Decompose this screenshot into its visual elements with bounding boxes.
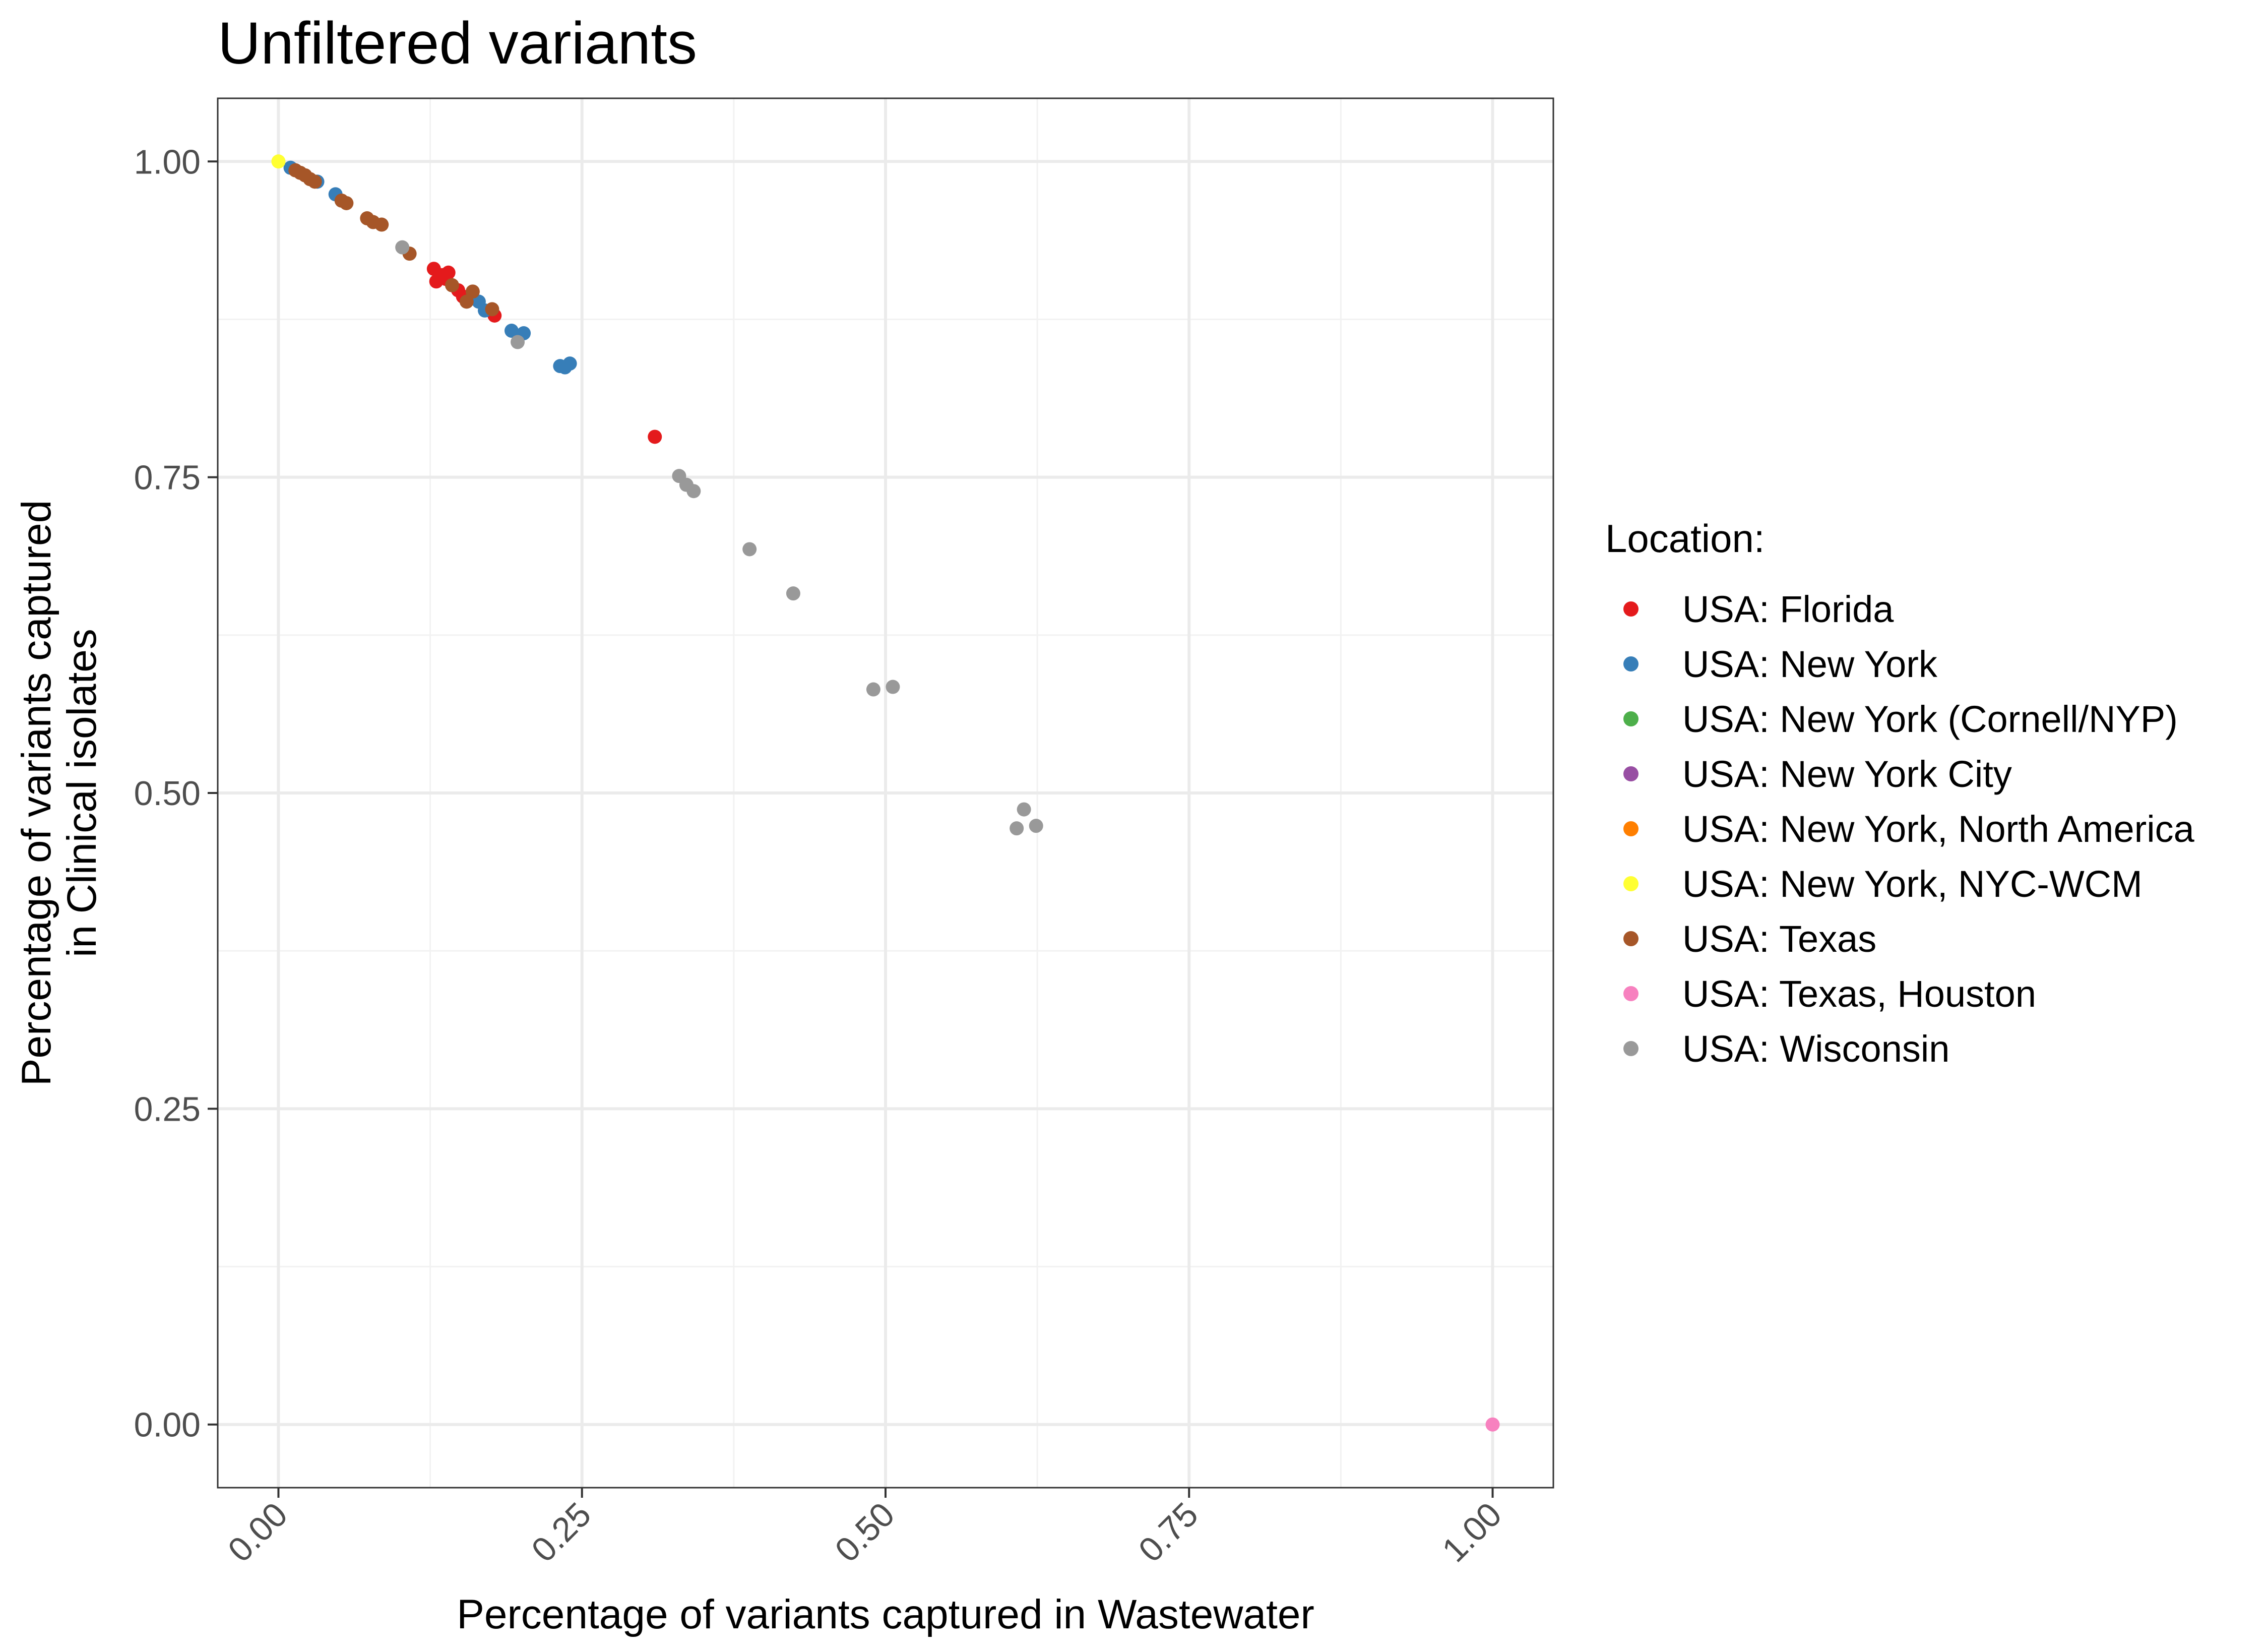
legend-item-usa-texas: USA: Texas xyxy=(1623,918,1876,960)
point-usa-new-york xyxy=(562,356,577,371)
legend-key-usa-florida xyxy=(1623,601,1639,617)
y-axis-ticks: 0.00 0.25 0.50 0.75 1.00 xyxy=(134,143,218,1444)
legend-key-usa-texas-houston xyxy=(1623,986,1639,1001)
legend-item-usa-texas-houston: USA: Texas, Houston xyxy=(1623,973,2036,1015)
point-usa-wisconsin xyxy=(395,240,410,255)
legend-label-usa-new-york-cornell-nyp: USA: New York (Cornell/NYP) xyxy=(1682,698,2178,740)
point-usa-texas xyxy=(445,278,459,292)
legend-title: Location: xyxy=(1605,516,1765,561)
legend-key-usa-new-york-cornell-nyp xyxy=(1623,711,1639,726)
legend-key-usa-wisconsin xyxy=(1623,1041,1639,1056)
legend-key-usa-texas xyxy=(1623,931,1639,946)
y-tick-label: 0.00 xyxy=(134,1406,201,1444)
x-axis-title: Percentage of variants captured in Waste… xyxy=(457,1592,1314,1637)
legend-items: USA: Florida USA: New York USA: New York (… xyxy=(1623,588,2195,1070)
legend-key-usa-new-york xyxy=(1623,656,1639,671)
x-tick-label: 0.25 xyxy=(524,1495,598,1569)
legend-key-usa-new-york-nyc-wcm xyxy=(1623,876,1639,891)
chart-title: Unfiltered variants xyxy=(218,10,697,77)
x-axis-ticks: 0.00 0.25 0.50 0.75 1.00 xyxy=(221,1488,1509,1569)
point-usa-florida xyxy=(648,430,662,444)
legend-item-usa-new-york: USA: New York xyxy=(1623,643,1938,685)
legend-label-usa-texas: USA: Texas xyxy=(1682,918,1876,960)
legend-label-usa-texas-houston: USA: Texas, Houston xyxy=(1682,973,2036,1015)
legend-item-usa-new-york-north-america: USA: New York, North America xyxy=(1623,808,2195,850)
point-usa-wisconsin xyxy=(886,680,900,694)
legend-label-usa-new-york: USA: New York xyxy=(1682,643,1938,685)
point-usa-wisconsin xyxy=(742,542,757,557)
legend-label-usa-new-york-city: USA: New York City xyxy=(1682,753,2012,795)
point-usa-wisconsin xyxy=(686,484,701,499)
x-tick-label: 0.50 xyxy=(828,1495,902,1569)
point-usa-texas xyxy=(339,196,354,210)
point-usa-texas-houston xyxy=(1485,1417,1500,1432)
legend-label-usa-wisconsin: USA: Wisconsin xyxy=(1682,1028,1949,1070)
point-usa-wisconsin xyxy=(1010,821,1024,836)
y-axis-title: Percentage of variants captured in Clini… xyxy=(14,500,105,1086)
y-tick-label: 1.00 xyxy=(134,143,201,181)
point-usa-texas xyxy=(307,174,322,189)
y-axis-title-line-1: Percentage of variants captured xyxy=(14,500,59,1086)
x-tick-label: 0.75 xyxy=(1131,1495,1206,1569)
point-usa-new-york xyxy=(505,324,519,338)
legend-key-usa-new-york-north-america xyxy=(1623,821,1639,836)
y-axis-title-line-2: in Clinical isolates xyxy=(59,629,105,957)
y-tick-label: 0.75 xyxy=(134,459,201,497)
point-usa-wisconsin xyxy=(1017,802,1031,817)
y-tick-label: 0.25 xyxy=(134,1090,201,1128)
legend-label-usa-florida: USA: Florida xyxy=(1682,588,1894,630)
point-usa-wisconsin xyxy=(511,335,525,349)
data-points xyxy=(271,154,1500,1432)
legend-item-usa-new-york-cornell-nyp: USA: New York (Cornell/NYP) xyxy=(1623,698,2178,740)
y-tick-label: 0.50 xyxy=(134,774,201,813)
legend-item-usa-new-york-nyc-wcm: USA: New York, NYC-WCM xyxy=(1623,863,2143,905)
legend-item-usa-florida: USA: Florida xyxy=(1623,588,1894,630)
x-tick-label: 0.00 xyxy=(221,1495,295,1569)
legend-label-usa-new-york-nyc-wcm: USA: New York, NYC-WCM xyxy=(1682,863,2143,905)
legend-item-usa-new-york-city: USA: New York City xyxy=(1623,753,2012,795)
point-usa-new-york-nyc-wcm xyxy=(271,154,286,169)
legend-label-usa-new-york-north-america: USA: New York, North America xyxy=(1682,808,2195,850)
legend-item-usa-wisconsin: USA: Wisconsin xyxy=(1623,1028,1949,1070)
point-usa-texas xyxy=(465,284,480,299)
grid-major xyxy=(218,98,1553,1488)
point-usa-wisconsin xyxy=(1029,819,1043,833)
point-usa-wisconsin xyxy=(866,682,880,697)
point-usa-wisconsin xyxy=(786,586,800,601)
legend-key-usa-new-york-city xyxy=(1623,766,1639,781)
point-usa-texas xyxy=(485,302,499,317)
point-usa-texas xyxy=(374,217,389,232)
x-tick-label: 1.00 xyxy=(1435,1495,1509,1569)
